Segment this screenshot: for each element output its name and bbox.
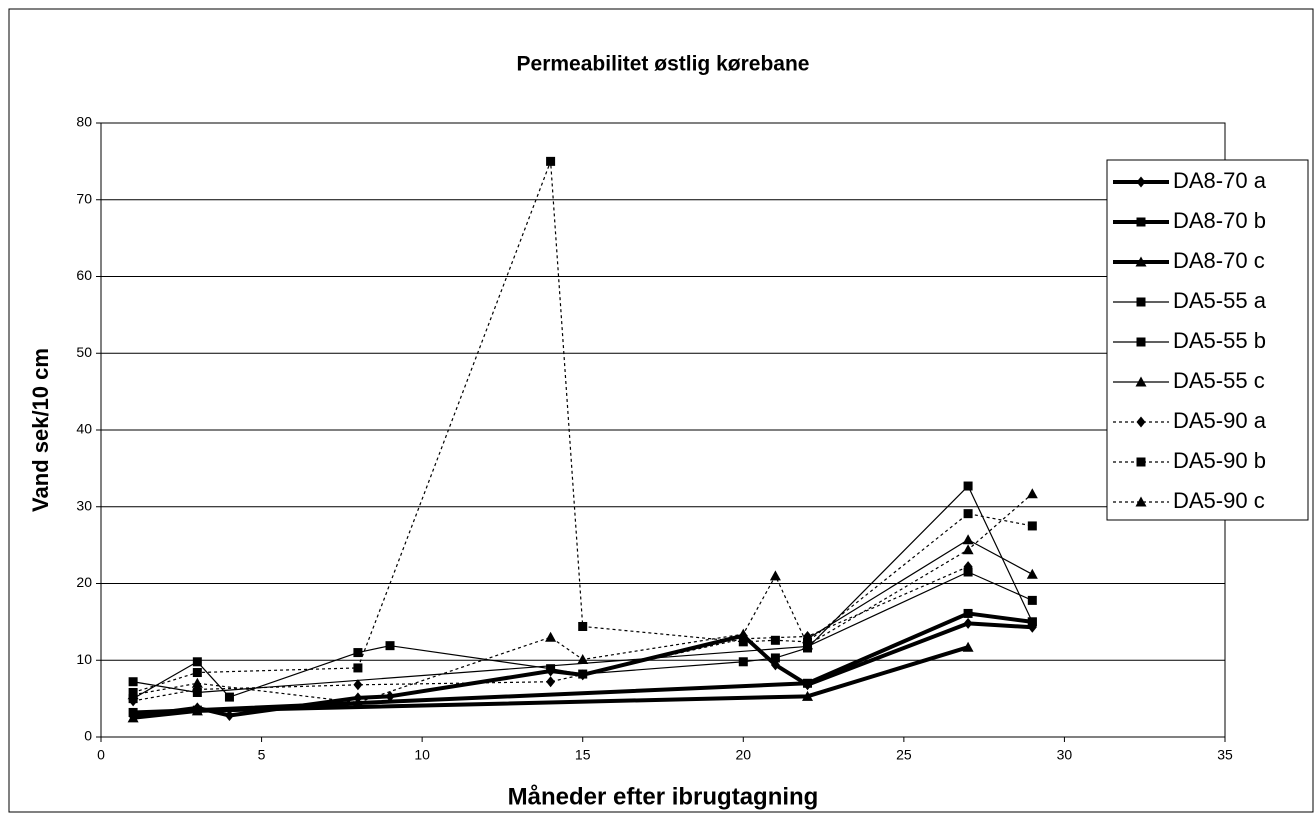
marker [192,657,202,667]
series-line [132,160,1033,694]
y-tick-label: 10 [76,651,92,667]
marker [963,608,973,618]
marker [1027,595,1037,605]
marker [352,696,364,707]
marker [738,657,748,667]
legend-marker [1136,337,1146,347]
marker [191,705,203,716]
marker [546,664,556,674]
marker [1027,521,1037,531]
marker [224,692,234,702]
marker [1026,568,1038,579]
chart-title: Permeabilitet østlig kørebane [517,53,810,76]
marker [770,653,780,663]
y-tick-label: 30 [76,497,92,513]
x-tick-label: 15 [575,747,591,763]
marker [738,637,748,647]
legend-label: DA5-55 a [1173,288,1267,313]
marker [962,534,974,545]
x-tick-label: 30 [1057,747,1073,763]
x-tick-label: 0 [97,747,105,763]
legend-marker [1136,457,1146,467]
marker [353,648,363,658]
marker [737,628,749,639]
marker [963,561,973,573]
y-tick-label: 40 [76,421,92,437]
y-tick-label: 70 [76,190,92,206]
legend-marker [1135,256,1147,267]
x-tick-label: 35 [1217,747,1233,763]
legend-label: DA5-90 b [1173,448,1266,473]
y-tick-label: 20 [76,574,92,590]
legend-label: DA5-55 c [1173,368,1265,393]
legend-marker [1136,217,1146,227]
marker [963,617,973,629]
marker [577,653,589,664]
marker [385,690,395,702]
marker [353,679,363,691]
y-tick-label: 0 [84,728,92,744]
marker [128,677,138,687]
y-tick-label: 60 [76,267,92,283]
legend-marker [1136,176,1146,188]
marker [546,676,556,688]
marker [963,481,973,491]
marker [770,635,780,645]
marker [546,156,556,166]
marker [224,710,234,722]
marker [353,663,363,673]
legend-marker [1136,297,1146,307]
marker [962,544,974,555]
marker [127,712,139,723]
series-line [132,621,1033,719]
legend-marker [1135,496,1147,507]
legend-label: DA5-90 c [1173,488,1265,513]
x-tick-label: 10 [414,747,430,763]
x-tick-label: 5 [258,747,266,763]
legend-marker [1135,376,1147,387]
marker [385,641,395,651]
legend-marker [1136,416,1146,428]
marker [127,689,139,700]
x-tick-label: 25 [896,747,912,763]
legend-label: DA8-70 c [1173,248,1265,273]
legend-label: DA8-70 b [1173,208,1266,233]
y-axis-label: Vand sek/10 cm [28,348,53,512]
marker [578,621,588,631]
x-tick-label: 20 [735,747,751,763]
marker [802,639,814,650]
legend-label: DA5-90 a [1173,408,1267,433]
marker [545,631,557,642]
marker [963,509,973,519]
marker [769,570,781,581]
marker [192,668,202,678]
y-tick-label: 80 [76,114,92,130]
legend-label: DA8-70 a [1173,168,1267,193]
series-line [133,493,1033,704]
x-axis-label: Måneder efter ibrugtagning [508,783,819,810]
series-line [132,645,969,720]
marker [1027,617,1037,627]
marker [191,677,203,688]
marker [803,678,813,688]
marker [1026,488,1038,499]
legend-label: DA5-55 b [1173,328,1266,353]
marker [802,690,814,701]
marker [962,641,974,652]
y-tick-label: 50 [76,344,92,360]
